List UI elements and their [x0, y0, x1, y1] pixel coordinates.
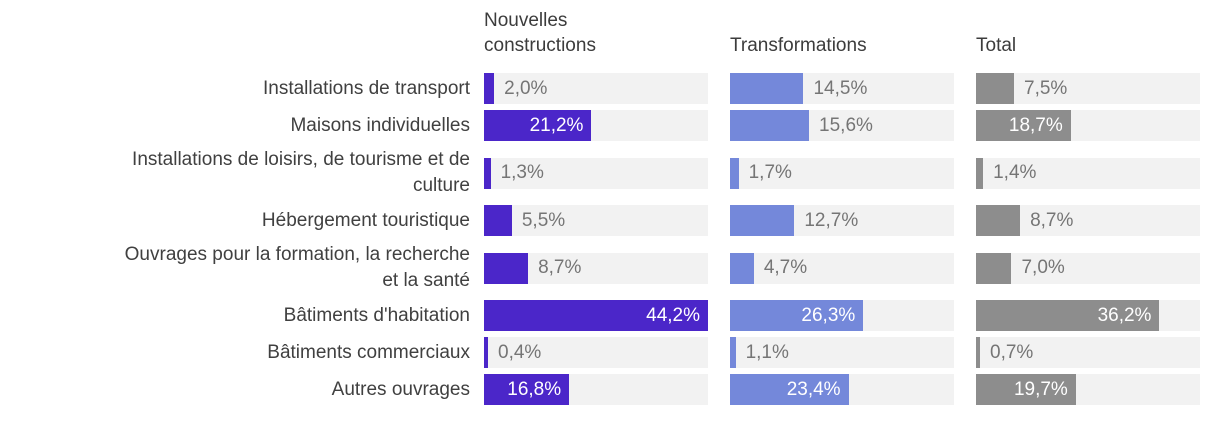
bar-segment[interactable]	[976, 205, 1021, 236]
value-label: 44,2%	[646, 304, 700, 326]
category-label: Installations de transport	[262, 77, 470, 99]
bar-segment[interactable]: 23,4%	[730, 374, 849, 405]
bar-track: 1,7%	[730, 157, 954, 189]
bar-segment[interactable]: 18,7%	[976, 110, 1071, 141]
bar-segment[interactable]: 21,2%	[484, 110, 592, 141]
bar-track: 23,4%	[730, 374, 954, 405]
bar-track: 36,2%	[976, 300, 1200, 331]
bar-segment[interactable]	[730, 110, 810, 141]
category-label: Ouvrages pour la formation, la recherche…	[124, 244, 470, 291]
chart-row: Installations de transport 2,0% 14,5% 7,5%	[0, 73, 1220, 104]
category-label: Hébergement touristique	[261, 209, 470, 231]
value-label: 1,7%	[748, 162, 792, 183]
chart-row: Autres ouvrages 16,8% 23,4% 19,7%	[0, 374, 1220, 405]
bar-segment[interactable]	[730, 205, 795, 236]
bar-track: 44,2%	[484, 300, 708, 331]
bar-segment[interactable]	[484, 252, 529, 284]
bar-track: 1,3%	[484, 157, 708, 189]
value-label: 0,4%	[498, 341, 542, 363]
value-label: 2,0%	[504, 77, 548, 99]
chart-rows: Installations de transport 2,0% 14,5% 7,5% M…	[0, 73, 1220, 411]
value-label: 15,6%	[819, 114, 873, 136]
bar-track: 14,5%	[730, 73, 954, 104]
value-label: 1,1%	[745, 341, 789, 363]
value-label: 8,7%	[1030, 209, 1074, 231]
bar-track: 5,5%	[484, 205, 708, 236]
value-label: 7,5%	[1024, 77, 1068, 99]
value-label: 26,3%	[801, 304, 856, 326]
chart-row: Bâtiments commerciaux 0,4% 1,1% 0,7%	[0, 337, 1220, 368]
column-header-transformations: Transformations	[730, 33, 954, 58]
bar-segment[interactable]: 44,2%	[484, 300, 708, 331]
bar-segment[interactable]	[484, 157, 491, 189]
bar-segment[interactable]	[730, 157, 739, 189]
grouped-bar-chart: Nouvelles constructions Transformations …	[0, 8, 1220, 411]
bar-track: 26,3%	[730, 300, 954, 331]
value-label: 36,2%	[1097, 304, 1152, 326]
column-header-total: Total	[976, 33, 1200, 58]
category-label: Bâtiments d'habitation	[283, 304, 470, 326]
value-label: 5,5%	[521, 209, 566, 231]
category-label: Bâtiments commerciaux	[267, 341, 470, 363]
bar-track: 4,7%	[730, 252, 954, 284]
value-label: 18,7%	[1008, 114, 1063, 136]
bar-segment[interactable]: 19,7%	[976, 374, 1076, 405]
chart-row: Maisons individuelles 21,2% 15,6% 18,7%	[0, 110, 1220, 141]
bar-segment[interactable]	[976, 337, 980, 368]
bar-segment[interactable]	[976, 252, 1012, 284]
bar-track: 18,7%	[976, 110, 1200, 141]
bar-segment[interactable]: 26,3%	[730, 300, 864, 331]
value-label: 21,2%	[529, 114, 584, 136]
value-label: 7,0%	[1021, 257, 1065, 278]
value-label: 19,7%	[1013, 378, 1068, 400]
bar-segment[interactable]	[976, 157, 984, 189]
bar-track: 0,7%	[976, 337, 1200, 368]
chart-row: Ouvrages pour la formation, la recherche…	[0, 242, 1220, 294]
bar-segment[interactable]	[484, 337, 488, 368]
value-label: 1,3%	[500, 162, 544, 183]
value-label: 8,7%	[538, 257, 582, 278]
column-header-label: Total	[976, 35, 1017, 56]
value-label: 14,5%	[813, 77, 868, 99]
bar-segment[interactable]	[730, 252, 754, 284]
value-label: 23,4%	[786, 378, 841, 400]
column-header-label: Nouvelles constructions	[484, 10, 596, 56]
bar-segment[interactable]	[976, 73, 1014, 104]
bar-segment[interactable]	[484, 205, 512, 236]
bar-track: 0,4%	[484, 337, 708, 368]
bar-track: 15,6%	[730, 110, 954, 141]
bar-track: 8,7%	[976, 205, 1200, 236]
value-label: 1,4%	[993, 162, 1037, 183]
value-label: 0,7%	[990, 341, 1034, 363]
bar-track: 1,1%	[730, 337, 954, 368]
category-label: Installations de loisirs, de tourisme et…	[132, 149, 470, 196]
category-label: Autres ouvrages	[331, 378, 470, 400]
column-header-nouvelles-constructions: Nouvelles constructions	[484, 8, 708, 58]
chart-row: Installations de loisirs, de tourisme et…	[0, 147, 1220, 199]
column-headers: Nouvelles constructions Transformations …	[0, 8, 1220, 58]
value-label: 16,8%	[507, 378, 562, 400]
bar-track: 7,0%	[976, 252, 1200, 284]
bar-segment[interactable]: 36,2%	[976, 300, 1160, 331]
bar-track: 7,5%	[976, 73, 1200, 104]
bar-segment[interactable]	[730, 337, 736, 368]
chart-row: Hébergement touristique 5,5% 12,7% 8,7%	[0, 205, 1220, 236]
bar-track: 16,8%	[484, 374, 708, 405]
bar-segment[interactable]: 16,8%	[484, 374, 570, 405]
value-label: 4,7%	[763, 257, 808, 278]
column-header-label: Transformations	[730, 35, 867, 56]
bar-segment[interactable]	[484, 73, 495, 104]
bar-track: 8,7%	[484, 252, 708, 284]
value-label: 12,7%	[804, 209, 859, 231]
chart-row: Bâtiments d'habitation 44,2% 26,3% 36,2%	[0, 300, 1220, 331]
bar-segment[interactable]	[730, 73, 804, 104]
bar-track: 19,7%	[976, 374, 1200, 405]
bar-track: 12,7%	[730, 205, 954, 236]
bar-track: 21,2%	[484, 110, 708, 141]
bar-track: 2,0%	[484, 73, 708, 104]
category-label: Maisons individuelles	[290, 114, 470, 136]
bar-track: 1,4%	[976, 157, 1200, 189]
